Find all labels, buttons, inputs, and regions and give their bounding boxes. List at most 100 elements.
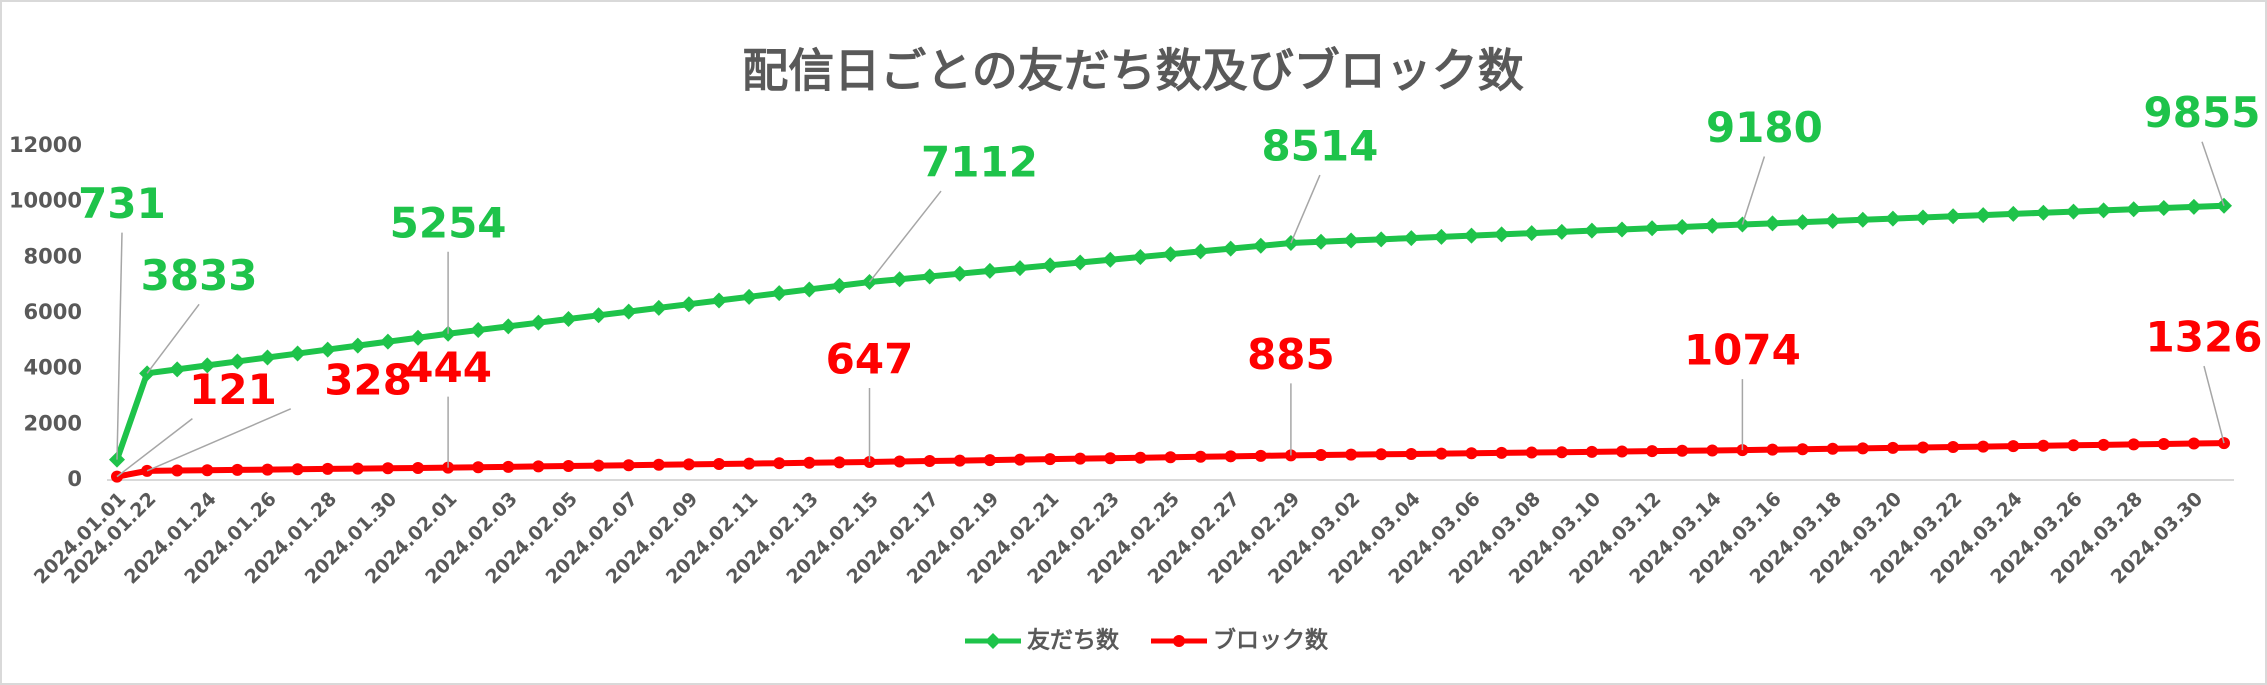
data-marker — [773, 457, 786, 470]
data-marker — [2037, 439, 2050, 452]
leader-line — [1290, 174, 1321, 244]
data-marker — [1947, 441, 1960, 454]
data-label: 8514 — [1261, 122, 1378, 171]
leader-line — [1741, 156, 1766, 225]
data-marker — [893, 455, 906, 468]
leader-line — [146, 408, 292, 472]
data-marker — [682, 458, 695, 471]
data-marker — [1676, 444, 1689, 457]
data-marker — [1854, 211, 1871, 228]
data-marker — [1222, 240, 1239, 257]
data-marker — [2185, 198, 2202, 215]
data-marker — [1614, 221, 1630, 238]
data-marker — [289, 345, 306, 362]
data-marker — [981, 262, 998, 279]
data-marker — [500, 318, 517, 335]
data-marker — [1523, 225, 1540, 242]
data-marker — [381, 462, 394, 475]
data-marker — [1373, 231, 1390, 248]
data-marker — [711, 292, 727, 309]
data-marker — [1915, 209, 1931, 226]
data-marker — [1102, 251, 1119, 268]
data-marker — [351, 462, 364, 475]
data-label: 121 — [189, 365, 277, 414]
data-marker — [1044, 453, 1057, 466]
data-marker — [472, 461, 485, 474]
data-marker — [622, 459, 635, 472]
data-marker — [2095, 202, 2112, 219]
y-tick-label: 2000 — [24, 411, 82, 435]
data-marker — [169, 361, 186, 378]
data-label: 1074 — [1684, 326, 1801, 375]
leader-line — [116, 232, 123, 460]
data-marker — [741, 288, 758, 305]
data-marker — [1616, 445, 1628, 458]
data-marker — [1766, 443, 1779, 456]
data-marker — [201, 464, 214, 477]
data-marker — [1975, 207, 1992, 224]
data-marker — [319, 341, 336, 358]
data-marker — [1796, 443, 1809, 456]
data-marker — [1525, 446, 1538, 459]
data-marker — [2187, 437, 2200, 450]
data-marker — [1886, 441, 1899, 454]
data-marker — [1583, 222, 1600, 239]
data-marker — [650, 299, 667, 316]
leader-line — [146, 303, 200, 374]
y-tick-label: 4000 — [24, 356, 82, 380]
data-marker — [1254, 449, 1267, 462]
data-marker — [1646, 445, 1659, 458]
data-marker — [803, 456, 816, 469]
data-marker — [2125, 201, 2142, 218]
data-marker — [2155, 200, 2172, 217]
legend-label: ブロック数 — [1213, 627, 1329, 654]
y-tick-label: 0 — [67, 467, 82, 491]
chart-title: 配信日ごとの友だち数及びブロック数 — [742, 44, 1524, 98]
data-marker — [1435, 447, 1448, 460]
data-label: 885 — [1247, 330, 1335, 379]
data-marker — [983, 454, 996, 467]
data-label: 5254 — [390, 198, 507, 247]
data-marker — [590, 307, 607, 324]
leader-line — [2203, 365, 2225, 444]
data-marker — [1074, 452, 1087, 465]
data-marker — [1644, 220, 1661, 237]
data-marker — [199, 357, 216, 374]
data-marker — [231, 463, 244, 476]
y-tick-label: 6000 — [24, 300, 82, 324]
data-marker — [1433, 228, 1450, 245]
data-marker — [713, 457, 725, 470]
data-marker — [831, 277, 848, 294]
data-marker — [1553, 223, 1570, 240]
data-marker — [592, 459, 605, 472]
data-marker — [2065, 203, 2082, 220]
data-marker — [801, 281, 818, 298]
y-tick-label: 12000 — [9, 133, 82, 157]
data-marker — [349, 337, 366, 354]
y-tick-label: 8000 — [24, 244, 82, 268]
data-marker — [1403, 230, 1420, 247]
data-label: 444 — [404, 343, 492, 392]
data-marker — [891, 271, 908, 288]
data-marker — [953, 454, 966, 467]
data-marker — [1495, 446, 1508, 459]
data-label: 1326 — [2146, 313, 2263, 362]
data-marker — [620, 303, 637, 320]
data-marker — [2035, 204, 2052, 221]
data-marker — [291, 463, 304, 476]
data-marker — [502, 460, 515, 473]
data-label: 9180 — [1706, 103, 1823, 152]
data-marker — [532, 460, 545, 473]
data-marker — [1014, 453, 1026, 466]
legend-marker — [985, 633, 1001, 649]
data-label: 3833 — [141, 251, 258, 300]
data-marker — [1343, 232, 1360, 249]
data-marker — [1826, 442, 1839, 455]
data-marker — [1704, 217, 1721, 234]
data-marker — [2127, 438, 2140, 451]
data-marker — [229, 353, 246, 370]
data-label: 731 — [78, 179, 166, 228]
data-marker — [2157, 437, 2170, 450]
data-marker — [923, 455, 936, 468]
